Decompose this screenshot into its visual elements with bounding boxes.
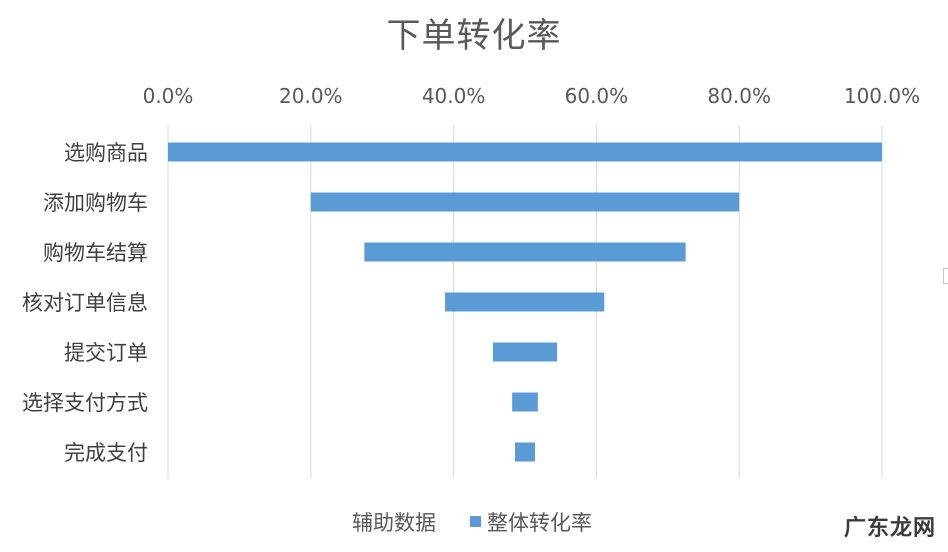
bar <box>515 442 535 462</box>
legend-label: 辅助数据 <box>352 511 436 535</box>
bar <box>168 142 882 162</box>
bar <box>364 242 686 262</box>
bar <box>512 392 538 412</box>
x-tick-label: 80.0% <box>707 84 771 108</box>
resize-handle <box>943 268 948 284</box>
bar-helper <box>168 443 515 462</box>
x-tick-label: 0.0% <box>143 84 194 108</box>
watermark: 广东龙网 <box>843 516 936 541</box>
legend-swatch <box>470 516 481 527</box>
bar <box>310 192 740 212</box>
bar-helper <box>168 243 364 262</box>
bar-helper <box>168 293 445 312</box>
bar-helper <box>168 193 311 212</box>
y-category-label: 核对订单信息 <box>22 291 148 315</box>
chart-title: 下单转化率 <box>386 16 562 56</box>
y-category-label: 购物车结算 <box>43 241 148 265</box>
x-tick-label: 40.0% <box>422 84 486 108</box>
y-category-label: 添加购物车 <box>43 191 148 215</box>
x-tick-label: 60.0% <box>565 84 629 108</box>
bar-helper <box>168 343 493 362</box>
bar <box>492 342 558 362</box>
x-tick-label: 100.0% <box>844 84 920 108</box>
y-category-label: 完成支付 <box>64 441 148 465</box>
y-category-label: 选购商品 <box>64 141 148 165</box>
y-category-label: 选择支付方式 <box>22 391 148 415</box>
bar-helper <box>168 393 512 412</box>
bar <box>445 292 605 312</box>
y-category-label: 提交订单 <box>64 341 148 365</box>
x-tick-label: 20.0% <box>279 84 343 108</box>
legend-label: 整体转化率 <box>487 511 592 535</box>
